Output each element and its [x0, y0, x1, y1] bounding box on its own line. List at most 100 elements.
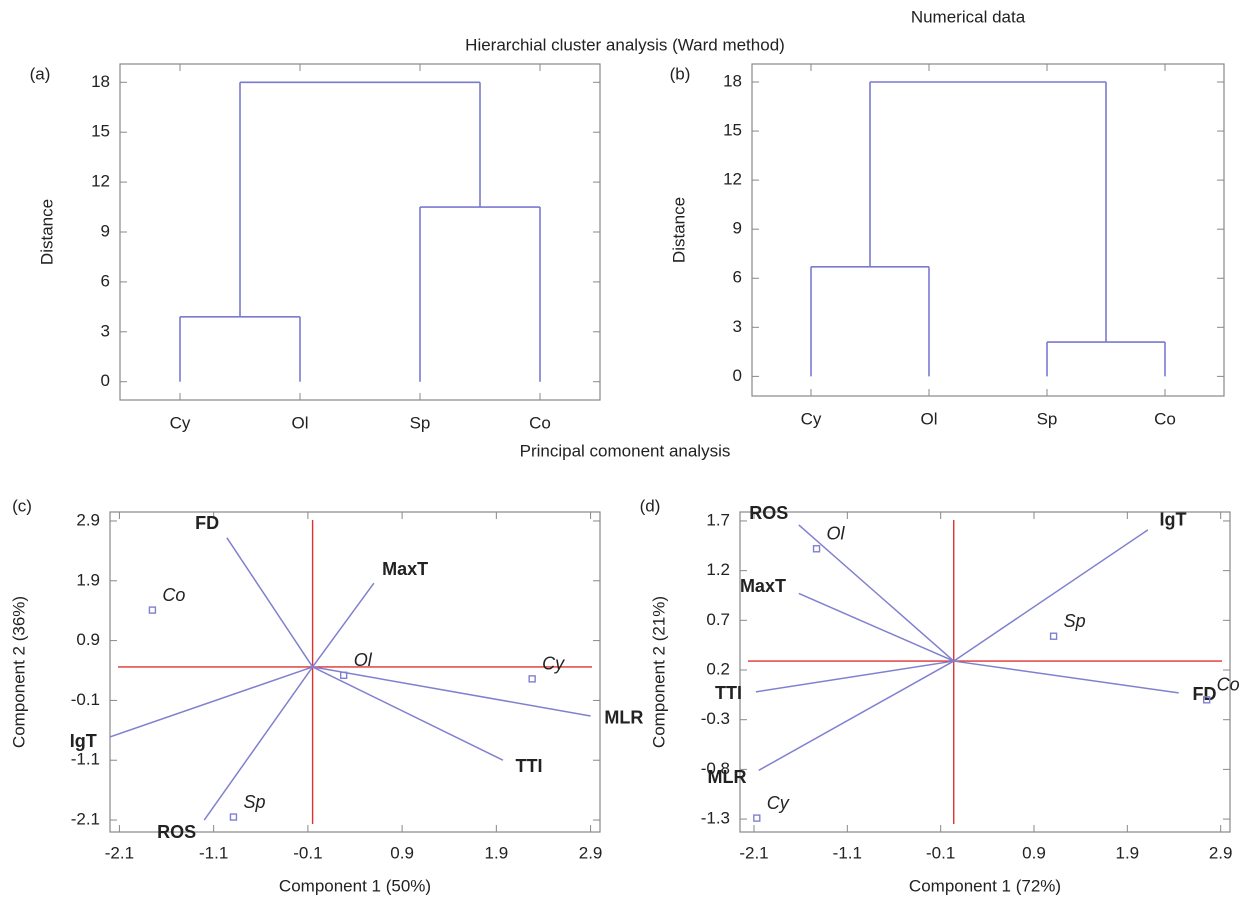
vector-label: TTI: [715, 683, 742, 703]
vector-label: MaxT: [740, 576, 786, 596]
y-tick-label: 0.2: [706, 659, 730, 678]
loading-vector: [953, 529, 1149, 662]
y-tick-label: 9: [101, 221, 110, 240]
loading-vector: [798, 592, 955, 662]
score-point: [753, 814, 761, 822]
loading-vector: [109, 666, 313, 738]
loading-vector: [311, 582, 375, 668]
loading-vector: [758, 660, 955, 772]
x-tick-label: 2.9: [1209, 843, 1233, 862]
y-tick-label: 12: [723, 170, 742, 189]
vector-label: ROS: [749, 503, 788, 523]
y-tick-label: 15: [723, 121, 742, 140]
y-tick-label: 15: [91, 122, 110, 141]
panel-label: (a): [30, 64, 51, 83]
y-tick-label: 3: [101, 321, 110, 340]
header: Hierarchial cluster analysis (Ward metho…: [465, 35, 785, 54]
y-tick-label: 6: [733, 268, 742, 287]
x-tick-label: 1.9: [1116, 843, 1140, 862]
x-tick-label: -1.1: [833, 843, 862, 862]
y-tick-label: -0.1: [71, 690, 100, 709]
x-axis-label: Component 1 (72%): [909, 876, 1061, 895]
y-tick-label: 2.9: [76, 510, 100, 529]
score-point: [812, 545, 821, 553]
score-point: [528, 675, 536, 683]
x-tick-label: Co: [529, 413, 551, 432]
y-tick-label: -2.1: [71, 810, 100, 829]
y-tick-label: -0.8: [701, 759, 730, 778]
x-tick-label: Ol: [292, 413, 309, 432]
x-tick-label: Ol: [921, 409, 938, 428]
loading-vector: [203, 666, 314, 821]
x-tick-label: 2.9: [579, 843, 603, 862]
x-tick-label: Sp: [410, 413, 431, 432]
y-tick-label: -0.3: [701, 709, 730, 728]
point-label: Sp: [243, 792, 265, 812]
loading-vector: [798, 524, 955, 662]
x-tick-label: 0.9: [1022, 843, 1046, 862]
point-label: Cy: [767, 793, 790, 813]
y-tick-label: 0.9: [76, 630, 100, 649]
score-point: [1202, 696, 1211, 704]
vector-label: IgT: [70, 731, 97, 751]
x-tick-label: -2.1: [739, 843, 768, 862]
vector-label: FD: [195, 513, 219, 533]
point-label: Co: [162, 585, 185, 605]
vector-label: MLR: [707, 767, 746, 787]
vector-label: FD: [1193, 684, 1217, 704]
plot-frame: [109, 511, 601, 833]
plot-frame: [739, 511, 1231, 833]
y-tick-label: 9: [733, 219, 742, 238]
x-axis-label: Component 1 (50%): [279, 876, 431, 895]
score-point: [148, 606, 157, 614]
y-tick-label: 1.2: [706, 560, 730, 579]
point-label: Ol: [354, 650, 373, 670]
vector-label: MaxT: [382, 559, 428, 579]
point-label: Co: [1217, 675, 1240, 695]
loading-vector: [226, 537, 314, 668]
point-label: Sp: [1064, 611, 1086, 631]
x-tick-label: Sp: [1037, 409, 1058, 428]
score-point: [339, 671, 348, 679]
y-tick-label: 0.7: [706, 610, 730, 629]
loading-vector: [953, 660, 1179, 694]
vector-label: IgT: [1159, 510, 1186, 530]
score-point: [229, 813, 238, 821]
plot-frame: [119, 63, 601, 401]
vector-label: ROS: [157, 822, 196, 842]
panel-label: (c): [12, 496, 32, 515]
y-tick-label: 18: [91, 72, 110, 91]
y-tick-label: 1.9: [76, 570, 100, 589]
plot-frame: [751, 63, 1225, 397]
y-tick-label: 0: [101, 371, 110, 390]
x-tick-label: -2.1: [105, 843, 134, 862]
x-tick-label: -0.1: [926, 843, 955, 862]
y-tick-label: 12: [91, 172, 110, 191]
loading-vector: [755, 660, 954, 693]
y-tick-label: 18: [723, 71, 742, 90]
vector-label: MLR: [604, 707, 643, 727]
x-tick-label: Cy: [801, 409, 822, 428]
score-point: [1049, 632, 1058, 640]
x-tick-label: 1.9: [485, 843, 509, 862]
y-axis-label: Component 2 (21%): [649, 596, 668, 748]
x-tick-label: Co: [1154, 409, 1176, 428]
point-label: Cy: [542, 654, 565, 674]
header: Numerical data: [911, 7, 1026, 26]
y-axis-label: Distance: [669, 197, 688, 263]
panel-label: (b): [670, 64, 691, 83]
x-tick-label: 0.9: [390, 843, 414, 862]
panel-label: (d): [640, 496, 661, 515]
y-axis-label: Component 2 (36%): [9, 596, 28, 748]
x-tick-label: -0.1: [293, 843, 322, 862]
y-tick-label: 3: [733, 317, 742, 336]
y-axis-label: Distance: [37, 199, 56, 265]
x-tick-label: -1.1: [199, 843, 228, 862]
point-label: Ol: [827, 524, 846, 544]
vector-label: TTI: [516, 756, 543, 776]
loading-vector: [312, 666, 504, 761]
y-tick-label: 1.7: [706, 510, 730, 529]
header: Principal comonent analysis: [520, 441, 731, 460]
y-tick-label: 6: [101, 271, 110, 290]
